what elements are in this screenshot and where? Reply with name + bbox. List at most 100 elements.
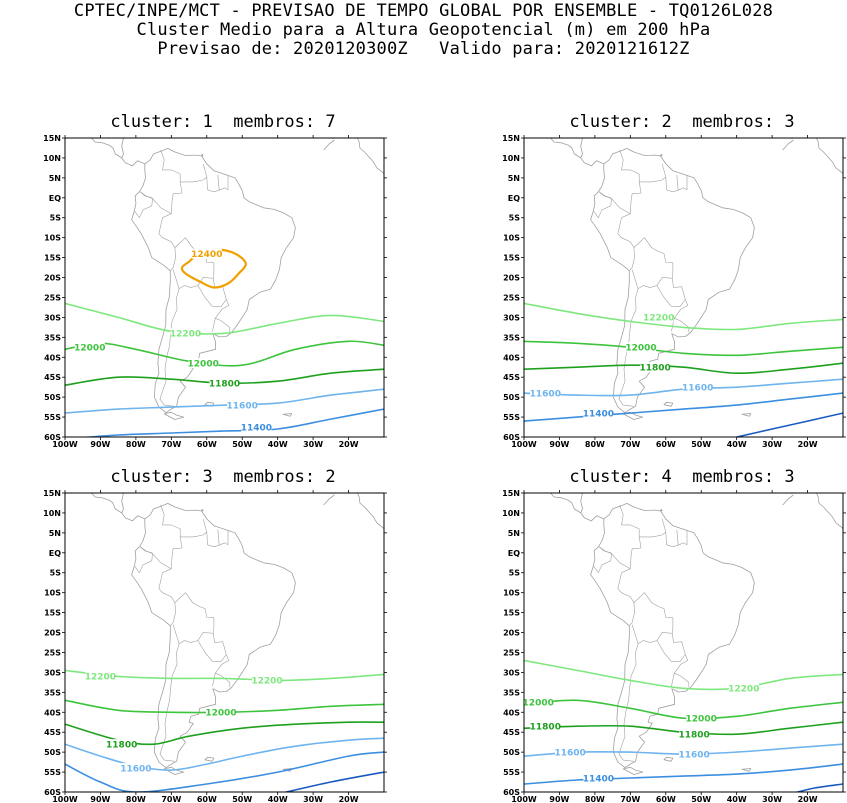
lat-label: 20S <box>503 629 520 638</box>
lat-label: 10N <box>43 154 61 163</box>
country-border <box>212 673 216 687</box>
country-border <box>158 568 176 626</box>
contour-12000 <box>524 699 843 720</box>
lon-label: 60W <box>197 795 217 803</box>
contour-label: 11800 <box>209 380 240 390</box>
lat-label: 5N <box>508 174 520 183</box>
contour-11400 <box>524 763 843 785</box>
island <box>201 153 204 157</box>
lat-label: 20S <box>44 274 61 283</box>
contour-label-bg <box>530 721 561 732</box>
contour-11800 <box>524 362 843 375</box>
lat-label: 15S <box>44 609 61 618</box>
coastline-caribbean <box>580 493 583 514</box>
map-panel-cluster-4: 12200 12000 12000 11800 11800 11600 11600 11400… <box>502 489 846 803</box>
contour-11600 <box>65 737 384 771</box>
contour-label: 12000 <box>523 699 554 709</box>
contour-label: 11400 <box>583 409 614 419</box>
lat-label: 10N <box>502 154 520 163</box>
lon-label: 50W <box>691 440 711 449</box>
lon-label: 60W <box>656 795 676 803</box>
coastline-south-america <box>131 503 296 769</box>
contour-label-bg <box>643 312 674 323</box>
map-panel-cluster-3: 12200 12200 12000 11800 11600 15N 10N 5N EQ 5S 10S… <box>43 489 387 803</box>
lat-label: 10S <box>44 234 61 243</box>
island <box>163 411 185 420</box>
country-border <box>180 518 208 538</box>
panel-4-title: cluster: 4 membros: 3 <box>569 467 795 487</box>
country-border <box>139 149 183 215</box>
contour-label: 11600 <box>227 401 258 411</box>
contour-label-bg <box>170 328 201 339</box>
contour-label-bg <box>686 713 717 724</box>
country-border <box>671 318 675 332</box>
lon-label: 30W <box>303 795 323 803</box>
coastline-atlantic-island <box>782 494 794 506</box>
map-frame <box>64 137 385 438</box>
lat-label: 45S <box>44 373 61 382</box>
lat-label: 25S <box>44 294 61 303</box>
lat-label: 35S <box>503 688 520 697</box>
country-border <box>671 673 675 687</box>
coastline-caribbean <box>580 138 583 159</box>
contour-label-bg <box>679 729 710 740</box>
lat-label: 50S <box>503 393 520 402</box>
lat-label: 10S <box>503 589 520 598</box>
country-border <box>676 174 679 191</box>
contour-label: 11600 <box>530 389 561 399</box>
lat-label: 55S <box>44 413 61 422</box>
country-border <box>172 592 215 645</box>
lat-label: 25S <box>503 649 520 658</box>
lat-label: 50S <box>44 748 61 757</box>
lat-label: 60S <box>503 788 520 797</box>
country-borders <box>134 504 231 762</box>
map-panel-cluster-2: 12200 12000 11800 11600 11600 11400 15N 10N 5N EQ… <box>502 134 846 449</box>
coastline-group <box>91 138 384 420</box>
country-border <box>676 529 679 546</box>
contour-label: 11800 <box>678 731 709 741</box>
coastline-africa <box>357 138 384 175</box>
lon-label: 40W <box>268 440 288 449</box>
coastline-central-america <box>91 493 145 522</box>
lon-label: 70W <box>620 795 640 803</box>
island <box>663 401 674 407</box>
country-border <box>618 643 639 762</box>
lat-label: 50S <box>44 393 61 402</box>
country-border <box>593 546 612 574</box>
contour-label-bg <box>682 382 713 393</box>
contour-label: 12000 <box>205 709 236 719</box>
lat-label: 50S <box>503 748 520 757</box>
lat-label: 15N <box>43 134 61 143</box>
contour-label: 11600 <box>120 764 151 774</box>
header-title: CPTEC/INPE/MCT - PREVISAO DE TEMPO GLOBA… <box>73 1 774 21</box>
contour-12000 <box>524 340 843 357</box>
lat-label: 60S <box>44 433 61 442</box>
coastline-atlantic-island <box>782 139 794 151</box>
contour-label-bg <box>227 400 258 411</box>
lat-label: 5S <box>50 214 62 223</box>
coastline-central-america <box>91 138 145 167</box>
island <box>741 768 752 772</box>
coastline-group <box>550 138 843 420</box>
map-panel-cluster-1: 12400 12200 12000 12000 11800 11600 11400 15N 10… <box>43 134 387 449</box>
contour-label: 12000 <box>74 344 105 354</box>
country-border <box>180 163 208 183</box>
lat-label: 5S <box>509 214 521 223</box>
lon-label: 100W <box>52 795 78 803</box>
country-border <box>206 532 229 548</box>
country-border <box>639 163 667 183</box>
contour-label: 12000 <box>188 360 219 370</box>
lon-label: 40W <box>727 440 747 449</box>
contour-12000 <box>65 340 384 367</box>
lat-label: 15N <box>502 134 520 143</box>
coastline-south-america <box>131 148 296 414</box>
lon-label: 50W <box>691 795 711 803</box>
coastline-atlantic-island <box>323 494 335 506</box>
country-border <box>598 504 642 570</box>
coastline-central-america <box>550 138 604 167</box>
contour-label-bg <box>679 749 710 760</box>
lat-label: 60S <box>44 788 61 797</box>
lat-label: 10S <box>44 589 61 598</box>
lon-label: 100W <box>511 440 537 449</box>
lat-label: 30S <box>44 313 61 322</box>
